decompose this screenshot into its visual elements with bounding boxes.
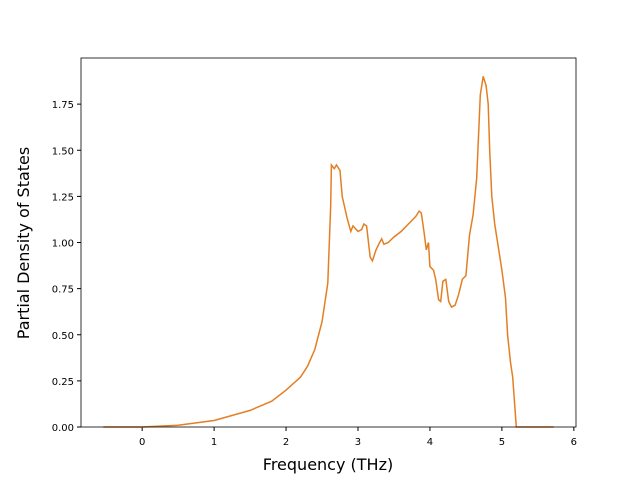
- plot-frame: [80, 57, 577, 428]
- x-tick-label: 6: [571, 437, 577, 448]
- x-tick-label: 1: [211, 437, 217, 448]
- y-tick-label: 0.75: [52, 285, 74, 296]
- y-tick-label: 0.50: [52, 331, 74, 342]
- y-tick-label: 1.25: [52, 192, 74, 203]
- y-tick-label: 0.25: [52, 377, 74, 388]
- y-tick-label: 1.75: [52, 100, 74, 111]
- x-axis-label: Frequency (THz): [263, 455, 393, 474]
- x-tick-label: 0: [139, 437, 145, 448]
- data-line: [103, 76, 554, 428]
- x-tick-label: 5: [499, 437, 505, 448]
- x-tick-label: 2: [283, 437, 289, 448]
- y-axis-label: Partial Density of States: [14, 147, 33, 339]
- y-tick-label: 1.00: [52, 239, 74, 250]
- x-tick-label: 3: [355, 437, 361, 448]
- y-tick-label: 0.00: [52, 423, 74, 434]
- x-tick-label: 4: [427, 437, 433, 448]
- y-tick-label: 1.50: [52, 146, 74, 157]
